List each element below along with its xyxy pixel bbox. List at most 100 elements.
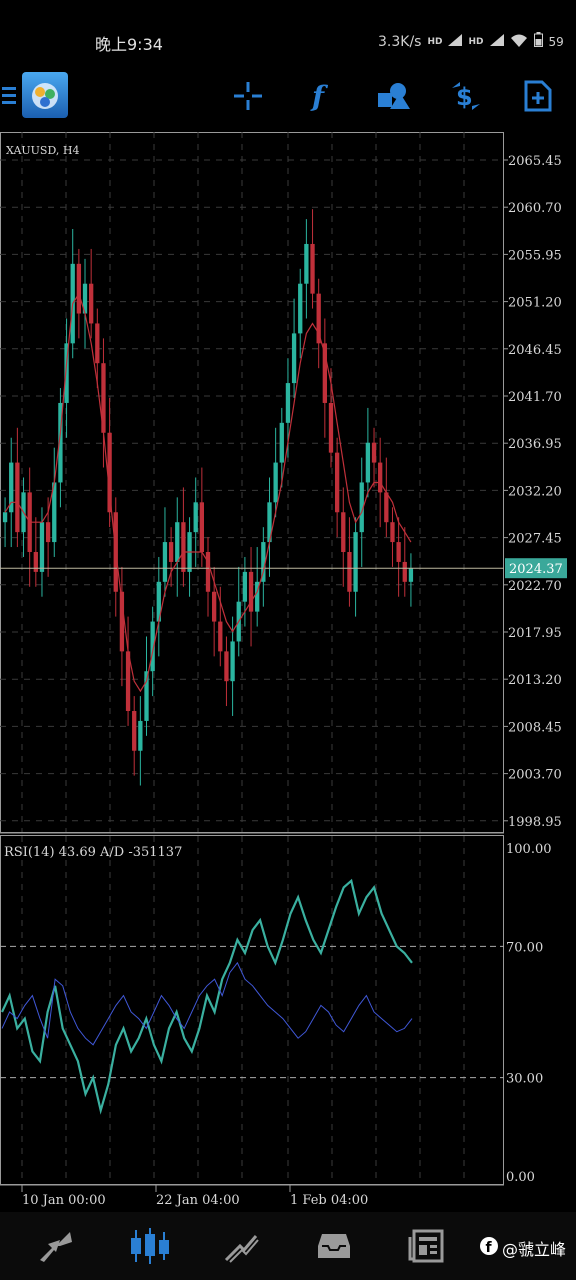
- rsi-chart-frame: [0, 835, 504, 1185]
- candle-body: [95, 323, 100, 364]
- candle-body: [82, 283, 88, 314]
- candle-body: [310, 243, 315, 294]
- candle-body: [304, 243, 309, 284]
- candle-body: [267, 502, 272, 543]
- app-logo-icon[interactable]: [22, 72, 68, 118]
- ma-line: [4, 292, 412, 693]
- candle-body: [242, 571, 248, 602]
- watermark-text: @虢立峰: [501, 1240, 566, 1259]
- price-tick-label: 2032.20: [508, 484, 562, 499]
- rsi-title: RSI(14) 43.69 A/D -351137: [4, 845, 182, 860]
- price-tag-bg: [505, 558, 567, 579]
- candle-body: [365, 442, 371, 483]
- ad-line: [1, 961, 413, 1046]
- price-tick-label: 2003.70: [508, 768, 562, 783]
- candle-body: [2, 512, 8, 523]
- candle-body: [261, 542, 266, 582]
- candle-body: [384, 492, 389, 523]
- candle-body: [328, 402, 334, 453]
- quotes-icon[interactable]: [34, 1226, 78, 1266]
- chart-icon[interactable]: [128, 1226, 172, 1266]
- candle-body: [39, 522, 45, 572]
- price-tick-label: 2017.95: [508, 626, 562, 641]
- time-axis: 10 Jan 00:00 22 Jan 04:00 1 Feb 04:00: [0, 1184, 504, 1208]
- candle-body: [205, 552, 211, 592]
- objects-icon[interactable]: [373, 76, 413, 116]
- price-tick-label: 2008.45: [508, 720, 562, 735]
- new-order-icon[interactable]: [518, 76, 558, 116]
- indicators-icon[interactable]: f: [300, 76, 340, 116]
- candle-body: [298, 283, 303, 334]
- candle-body: [396, 542, 401, 562]
- bottom-nav: [0, 1212, 576, 1280]
- grid: [0, 132, 504, 1184]
- price-tick-label: 1998.95: [508, 815, 562, 830]
- candle-body: [144, 671, 149, 721]
- candle-body: [162, 542, 168, 582]
- candle-body: [125, 651, 131, 711]
- price-chart-frame: [0, 132, 504, 833]
- candle-body: [58, 402, 63, 483]
- price-axis: 2065.45 2060.70 2055.95 2051.20 2046.45 2041.…: [504, 154, 562, 1185]
- candle-body: [156, 581, 161, 622]
- news-icon[interactable]: [404, 1226, 448, 1266]
- candle-body: [273, 462, 278, 503]
- crosshair-icon[interactable]: [228, 76, 268, 116]
- candle-body: [76, 263, 82, 314]
- current-price-tag: 2024.37: [505, 558, 567, 579]
- candles: [0, 209, 504, 786]
- rsi-tick-label: 70.00: [506, 940, 543, 955]
- price-tag-text: 2024.37: [509, 562, 563, 577]
- candle-body: [230, 641, 235, 682]
- rsi-line: [1, 878, 413, 1115]
- time-tick-label: 22 Jan 04:00: [156, 1193, 240, 1208]
- candle-body: [181, 522, 186, 572]
- price-tick-label: 2036.95: [508, 437, 562, 452]
- candle-body: [224, 651, 229, 682]
- chart-area[interactable]: 2065.45 2060.70 2055.95 2051.20 2046.45 2041.…: [0, 132, 576, 1210]
- price-tick-label: 2065.45: [508, 154, 562, 169]
- candle-body: [408, 568, 414, 582]
- price-tick-label: 2055.95: [508, 248, 562, 263]
- candle-body: [316, 293, 321, 344]
- candle-body: [33, 552, 38, 572]
- price-tick-label: 2041.70: [508, 390, 562, 405]
- toolbar: f $: [0, 66, 576, 124]
- status-time: 晚上9:34: [95, 35, 163, 54]
- rsi-tick-label: 100.00: [506, 842, 552, 857]
- menu-icon[interactable]: [0, 76, 18, 116]
- hd-badge-2: HD: [468, 36, 484, 47]
- candle-body: [322, 343, 327, 403]
- signal-icon-2: [489, 33, 504, 50]
- candle-body: [279, 422, 284, 463]
- svg-text:f: f: [310, 81, 329, 111]
- chart-svg[interactable]: 2065.45 2060.70 2055.95 2051.20 2046.45 2041.…: [0, 132, 576, 1210]
- candle-body: [138, 720, 143, 751]
- trade-icon[interactable]: [220, 1226, 264, 1266]
- symbol-title: XAUUSD, H4: [6, 144, 79, 157]
- price-tick-label: 2046.45: [508, 343, 562, 358]
- candle-body: [199, 502, 205, 553]
- candle-body: [64, 343, 69, 403]
- time-tick-label: 1 Feb 04:00: [290, 1193, 368, 1208]
- price-tick-label: 2022.70: [508, 579, 562, 594]
- wifi-icon: [510, 33, 528, 51]
- price-tick-label: 2013.20: [508, 673, 562, 688]
- network-speed: 3.3K/s: [378, 33, 422, 50]
- candle-body: [359, 482, 364, 533]
- battery-level: 59: [548, 34, 564, 49]
- candle-body: [248, 571, 254, 612]
- candle-body: [371, 442, 377, 463]
- candle-body: [390, 522, 395, 543]
- candle-body: [285, 383, 291, 423]
- trade-icon[interactable]: $: [446, 76, 486, 116]
- candle-body: [107, 432, 112, 513]
- rsi-tick-label: 0.00: [506, 1170, 535, 1185]
- candle-body: [101, 363, 106, 433]
- status-bar: 晚上9:34 3.3K/s HD HD 59: [0, 0, 576, 80]
- history-icon[interactable]: [312, 1226, 356, 1266]
- watermark: f @虢立峰: [479, 1236, 566, 1260]
- candle-body: [341, 512, 346, 553]
- candle-body: [378, 462, 383, 493]
- time-tick-label: 10 Jan 00:00: [22, 1193, 106, 1208]
